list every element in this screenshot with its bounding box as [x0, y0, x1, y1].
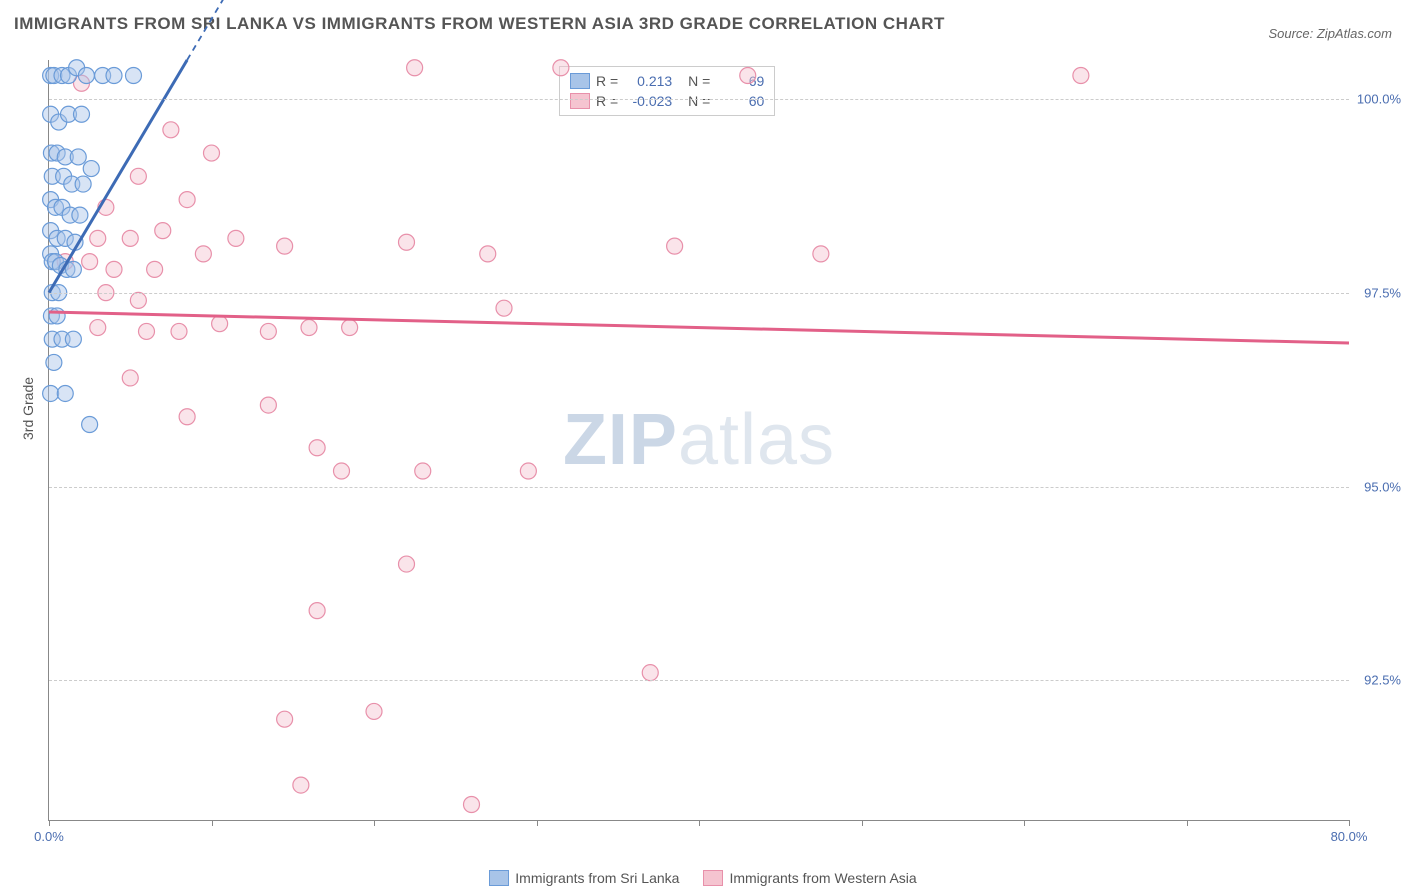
data-point — [553, 60, 569, 76]
data-point — [399, 234, 415, 250]
series-1-name: Immigrants from Sri Lanka — [515, 870, 679, 886]
data-point — [309, 440, 325, 456]
data-point — [260, 397, 276, 413]
data-point — [813, 246, 829, 262]
data-point — [171, 323, 187, 339]
data-point — [212, 316, 228, 332]
data-point — [740, 68, 756, 84]
data-point — [126, 68, 142, 84]
data-point — [195, 246, 211, 262]
x-tick — [212, 820, 213, 826]
data-point — [309, 603, 325, 619]
data-point — [399, 556, 415, 572]
data-point — [228, 230, 244, 246]
data-point — [122, 230, 138, 246]
y-tick-label: 92.5% — [1353, 673, 1401, 688]
plot-area: ZIPatlas R = 0.213 N = 69 R = -0.023 N =… — [48, 60, 1349, 821]
data-point — [83, 161, 99, 177]
data-point — [407, 60, 423, 76]
data-point — [163, 122, 179, 138]
x-tick — [374, 820, 375, 826]
source-name: ZipAtlas.com — [1317, 26, 1392, 41]
scatter-svg — [49, 60, 1349, 820]
data-point — [155, 223, 171, 239]
data-point — [667, 238, 683, 254]
data-point — [179, 192, 195, 208]
y-axis-label: 3rd Grade — [20, 377, 36, 440]
x-tick — [537, 820, 538, 826]
chart-title: IMMIGRANTS FROM SRI LANKA VS IMMIGRANTS … — [14, 14, 945, 34]
x-tick — [49, 820, 50, 826]
swatch-bottom-2 — [703, 870, 723, 886]
data-point — [147, 261, 163, 277]
gridline — [49, 99, 1349, 100]
data-point — [496, 300, 512, 316]
data-point — [74, 106, 90, 122]
data-point — [293, 777, 309, 793]
data-point — [366, 703, 382, 719]
data-point — [57, 385, 73, 401]
data-point — [480, 246, 496, 262]
data-point — [82, 416, 98, 432]
data-point — [139, 323, 155, 339]
series-2-name: Immigrants from Western Asia — [729, 870, 916, 886]
data-point — [122, 370, 138, 386]
data-point — [106, 68, 122, 84]
data-point — [415, 463, 431, 479]
series-legend: Immigrants from Sri Lanka Immigrants fro… — [0, 870, 1406, 886]
y-tick-label: 100.0% — [1353, 91, 1401, 106]
data-point — [204, 145, 220, 161]
data-point — [342, 320, 358, 336]
y-tick-label: 95.0% — [1353, 479, 1401, 494]
x-tick-label: 80.0% — [1331, 829, 1368, 844]
data-point — [75, 176, 91, 192]
data-point — [130, 292, 146, 308]
x-tick-label: 0.0% — [34, 829, 64, 844]
data-point — [78, 68, 94, 84]
legend-item-series-2: Immigrants from Western Asia — [703, 870, 916, 886]
data-point — [179, 409, 195, 425]
data-point — [70, 149, 86, 165]
x-tick — [699, 820, 700, 826]
source-prefix: Source: — [1268, 26, 1316, 41]
gridline — [49, 680, 1349, 681]
data-point — [65, 331, 81, 347]
data-point — [277, 238, 293, 254]
data-point — [82, 254, 98, 270]
data-point — [1073, 68, 1089, 84]
data-point — [106, 261, 122, 277]
data-point — [334, 463, 350, 479]
legend-item-series-1: Immigrants from Sri Lanka — [489, 870, 679, 886]
data-point — [277, 711, 293, 727]
data-point — [43, 385, 59, 401]
y-tick-label: 97.5% — [1353, 285, 1401, 300]
data-point — [464, 796, 480, 812]
swatch-bottom-1 — [489, 870, 509, 886]
x-tick — [1187, 820, 1188, 826]
data-point — [49, 308, 65, 324]
x-tick — [1024, 820, 1025, 826]
x-tick — [862, 820, 863, 826]
data-point — [301, 320, 317, 336]
data-point — [520, 463, 536, 479]
data-point — [90, 230, 106, 246]
gridline — [49, 293, 1349, 294]
data-point — [642, 665, 658, 681]
data-point — [260, 323, 276, 339]
x-tick — [1349, 820, 1350, 826]
trend-line — [49, 312, 1349, 343]
data-point — [130, 168, 146, 184]
data-point — [72, 207, 88, 223]
gridline — [49, 487, 1349, 488]
source-attribution: Source: ZipAtlas.com — [1268, 26, 1392, 41]
data-point — [90, 320, 106, 336]
data-point — [46, 354, 62, 370]
